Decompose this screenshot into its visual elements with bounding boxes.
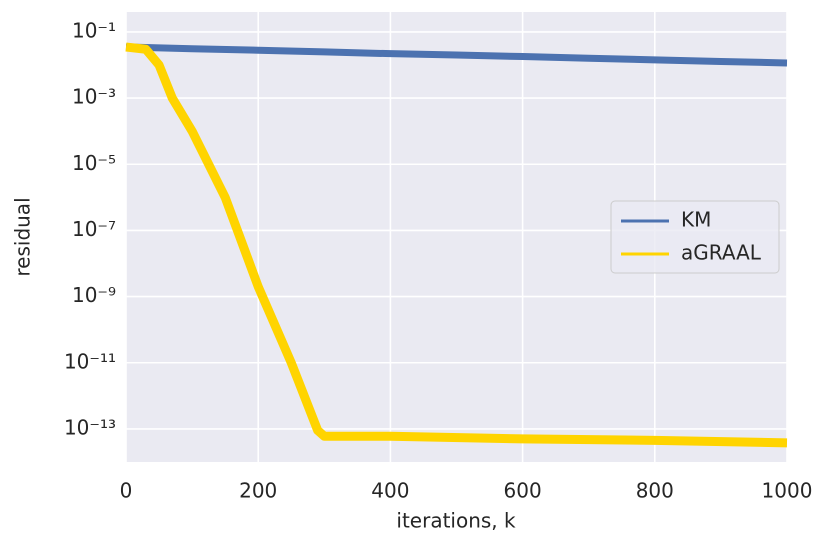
y-tick-label: 10⁻⁵ bbox=[72, 151, 116, 175]
y-axis-label: residual bbox=[11, 197, 35, 276]
x-tick-label: 600 bbox=[504, 479, 542, 503]
line bbox=[125, 43, 788, 67]
y-tick-label: 10⁻⁷ bbox=[72, 217, 116, 241]
x-tick-label: 400 bbox=[371, 479, 409, 503]
x-tick-label: 1000 bbox=[762, 479, 813, 503]
legend-label: aGRAAL bbox=[681, 241, 762, 265]
y-tick-label: 10⁻¹³ bbox=[64, 415, 116, 439]
x-tick-label: 200 bbox=[239, 479, 277, 503]
y-tick-label: 10⁻³ bbox=[72, 85, 116, 109]
y-tick-label: 10⁻¹¹ bbox=[64, 349, 116, 373]
x-tick-label: 0 bbox=[120, 479, 133, 503]
y-tick-label: 10⁻⁹ bbox=[72, 283, 116, 307]
x-tick-label: 800 bbox=[636, 479, 674, 503]
line bbox=[125, 42, 788, 448]
legend-label: KM bbox=[681, 208, 711, 232]
y-tick-label: 10⁻¹ bbox=[72, 18, 116, 42]
x-axis-label: iterations, k bbox=[396, 509, 516, 533]
